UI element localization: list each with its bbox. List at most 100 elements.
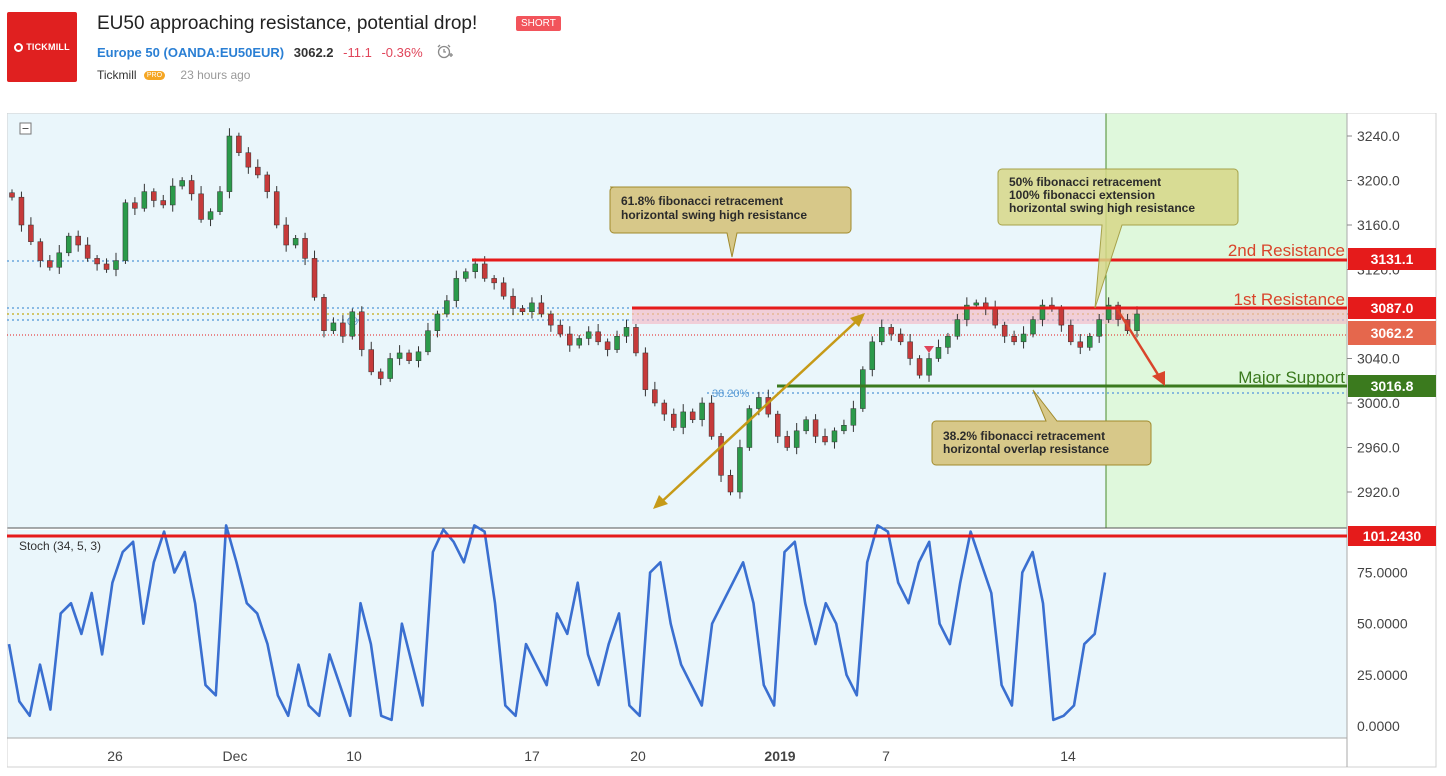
candle-body: [396, 352, 403, 359]
tag-r2: 3131.1: [1348, 248, 1436, 270]
candle-body: [169, 185, 176, 206]
resistance-zone: [632, 308, 1347, 324]
candle-body: [718, 436, 724, 476]
stoch-tick-label: 0.0000: [1357, 718, 1400, 734]
tag-last-text: 3062.2: [1371, 325, 1414, 341]
symbol-price: 3062.2: [293, 44, 334, 60]
callout-50[interactable]: 50% fibonacci retracement 100% fibonacci…: [997, 168, 1239, 309]
candle-body: [708, 402, 715, 437]
candle-body: [463, 271, 469, 279]
time-tick-label: 17: [524, 748, 540, 764]
candle-body: [746, 408, 753, 448]
candle-body: [529, 302, 535, 313]
candle-body: [283, 224, 289, 246]
author-line: Tickmill PRO 23 hours ago: [97, 68, 250, 82]
tag-stoch-top-text: 101.2430: [1363, 528, 1422, 544]
price-tick-label: 3000.0: [1357, 395, 1400, 411]
time-ago: 23 hours ago: [180, 68, 251, 82]
candle-body: [415, 351, 422, 361]
candle-body: [860, 369, 866, 409]
stoch-tick-label: 75.0000: [1357, 565, 1408, 581]
candle-body: [37, 241, 44, 261]
candle-body: [472, 263, 478, 272]
candle-body: [822, 436, 828, 443]
candle-body: [775, 413, 781, 437]
symbol-ticker[interactable]: OANDA:EU50EUR: [167, 44, 280, 60]
candle-body: [359, 311, 365, 350]
callout-50-line1: 50% fibonacci retracement: [1009, 175, 1161, 189]
fib-38-label: 38.20%: [712, 388, 750, 400]
alarm-clock-icon[interactable]: [436, 44, 454, 63]
candle-body: [661, 402, 668, 415]
tickmill-logo[interactable]: TICKMILL: [7, 12, 77, 82]
candle-body: [897, 333, 904, 343]
candle-body: [926, 358, 932, 376]
candle-body: [1068, 324, 1074, 343]
chart-svg[interactable]: 38.20% 0% 2nd Resistance 1st Resistance …: [6, 112, 1437, 768]
candle-body: [481, 263, 488, 279]
rally-arrow: [653, 313, 865, 509]
candle-body: [500, 282, 507, 297]
tickmill-mark-icon: [14, 42, 24, 52]
candle-body: [576, 338, 582, 346]
candle-body: [538, 302, 545, 315]
candle-body: [1077, 341, 1084, 348]
stoch-legend: Stoch (34, 5, 3): [19, 539, 101, 553]
candle-body: [434, 313, 441, 331]
candle-body: [245, 152, 252, 168]
candle-body: [1058, 308, 1065, 326]
symbol-name[interactable]: Europe 50: [97, 44, 160, 60]
candle-body: [113, 260, 119, 270]
author-name[interactable]: Tickmill: [97, 68, 137, 82]
candle-body: [850, 408, 857, 426]
tag-r1-text: 3087.0: [1371, 300, 1414, 316]
candle-body: [330, 322, 337, 331]
candle-body: [1105, 304, 1112, 320]
candle-body: [340, 322, 346, 337]
logo-text: TICKMILL: [26, 42, 70, 52]
candle-body: [28, 224, 34, 242]
candle-body: [132, 202, 138, 209]
candle-body: [311, 258, 318, 298]
candle-body: [595, 331, 601, 343]
candle-body: [160, 200, 167, 206]
candle-body: [349, 311, 356, 337]
candle-body: [56, 252, 63, 268]
price-tick-label: 2960.0: [1357, 440, 1400, 456]
candle-body: [84, 244, 91, 259]
drop-arrow: [1115, 308, 1165, 386]
candle-body: [1011, 336, 1017, 343]
candle-body: [207, 211, 214, 220]
stoch-tick-label: 50.0000: [1357, 616, 1408, 632]
time-tick-label: 14: [1060, 748, 1076, 764]
candle-body: [633, 327, 639, 354]
tag-last: 3062.2: [1348, 321, 1436, 345]
candle-body: [614, 336, 620, 350]
candle-body: [1134, 313, 1140, 331]
candle-body: [47, 260, 53, 268]
candle-body: [1086, 336, 1093, 348]
candle-body: [784, 436, 790, 448]
tag-r1: 3087.0: [1348, 297, 1436, 319]
callout-38-2[interactable]: 38.2% fibonacci retracement horizontal o…: [931, 389, 1152, 466]
candle-body: [585, 331, 592, 339]
symbol-line: Europe 50 (OANDA:EU50EUR) 3062.2 -11.1 -…: [97, 44, 454, 63]
candlestick-series: [9, 128, 1140, 499]
first-resistance-label: 1st Resistance: [1234, 290, 1346, 309]
time-tick-label: 20: [630, 748, 646, 764]
symbol-change: -11.1: [343, 44, 372, 60]
callout-50-line3: horizontal swing high resistance: [1009, 201, 1195, 215]
candle-body: [122, 202, 129, 261]
candle-body: [273, 191, 280, 226]
short-marker: [924, 346, 934, 353]
candle-body: [387, 358, 393, 379]
idea-header: TICKMILL EU50 approaching resistance, po…: [0, 0, 1446, 105]
candle-body: [945, 336, 951, 348]
candle-body: [964, 304, 970, 320]
callout-61-8[interactable]: 61.8% fibonacci retracement horizontal s…: [609, 186, 852, 258]
candle-body: [444, 300, 450, 315]
price-tick-label: 3160.0: [1357, 217, 1400, 233]
price-tick-label: 3200.0: [1357, 173, 1400, 189]
tag-support-text: 3016.8: [1371, 378, 1414, 394]
candle-body: [510, 295, 516, 309]
